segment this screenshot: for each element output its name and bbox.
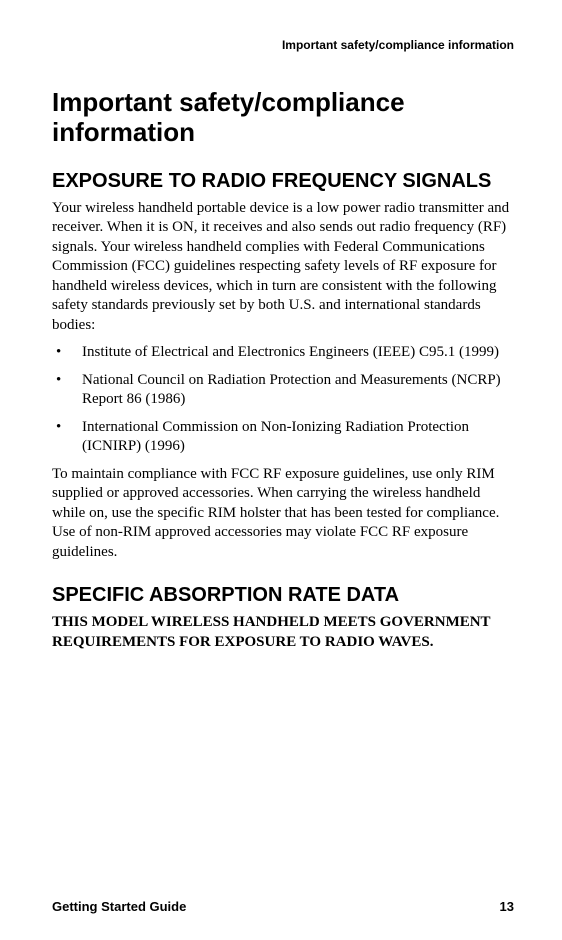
compliance-paragraph: To maintain compliance with FCC RF expos…: [52, 465, 514, 563]
standards-list: • Institute of Electrical and Electronics…: [52, 343, 514, 457]
bullet-icon: •: [56, 418, 61, 438]
list-item: • National Council on Radiation Protectio…: [52, 371, 514, 410]
list-item: • Institute of Electrical and Electronics…: [52, 343, 514, 363]
intro-paragraph: Your wireless handheld portable device i…: [52, 199, 514, 336]
list-item-text: Institute of Electrical and Electronics …: [82, 344, 499, 360]
running-header: Important safety/compliance information: [52, 38, 514, 52]
bullet-icon: •: [56, 343, 61, 363]
bullet-icon: •: [56, 371, 61, 391]
page-title: Important safety/compliance information: [52, 88, 514, 148]
section-heading-rf: EXPOSURE TO RADIO FREQUENCY SIGNALS: [52, 170, 514, 193]
footer-guide-name: Getting Started Guide: [52, 899, 186, 914]
list-item-text: National Council on Radiation Protection…: [82, 372, 501, 408]
footer-page-number: 13: [500, 899, 514, 914]
list-item-text: International Commission on Non-Ionizing…: [82, 419, 469, 455]
sar-bold-paragraph: THIS MODEL WIRELESS HANDHELD MEETS GOVER…: [52, 613, 514, 652]
section-heading-sar: SPECIFIC ABSORPTION RATE DATA: [52, 584, 514, 607]
page-footer: Getting Started Guide 13: [52, 899, 514, 914]
list-item: • International Commission on Non-Ionizin…: [52, 418, 514, 457]
